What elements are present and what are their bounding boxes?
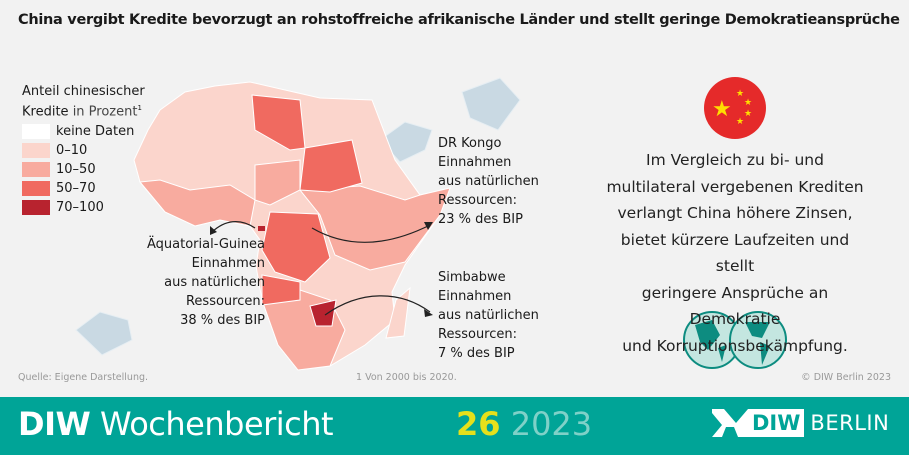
copyright: © DIW Berlin 2023 xyxy=(801,372,891,383)
region-sudan xyxy=(299,139,363,193)
issue: 26 xyxy=(456,405,501,443)
diw-logo-icon xyxy=(712,409,748,437)
annotation-line: Ressourcen: xyxy=(438,193,518,208)
logo-diw: DIW xyxy=(748,409,805,437)
annotation-value: 38 % des BIP xyxy=(180,313,265,328)
annotation-line: aus natürlichen xyxy=(164,275,265,290)
globe-icon xyxy=(683,311,787,369)
legend-swatch xyxy=(22,143,50,158)
legend-swatch xyxy=(22,124,50,139)
footnote: 1 Von 2000 bis 2020. xyxy=(356,372,457,383)
madagascar xyxy=(385,286,411,339)
legend-item: keine Daten xyxy=(22,124,134,139)
annotation-line: Einnahmen xyxy=(438,289,512,304)
legend-label: 0–10 xyxy=(56,143,88,158)
legend-swatch xyxy=(22,181,50,196)
legend-label: 10–50 xyxy=(56,162,96,177)
legend-title-line2: Kredite xyxy=(22,104,69,120)
legend-title: Anteil chinesischer Kredite in Prozent1 xyxy=(22,83,145,120)
arrowhead-icon xyxy=(210,222,433,317)
annotation-line: aus natürlichen xyxy=(438,308,539,323)
diw-logo: DIW BERLIN xyxy=(712,409,889,437)
legend-item: 0–10 xyxy=(22,143,87,158)
legend-swatch xyxy=(22,200,50,215)
annotation-line: Einnahmen xyxy=(191,256,265,271)
region-libya xyxy=(251,94,306,151)
country-name: Simbabwe xyxy=(438,270,506,285)
text-line: bietet kürzere Laufzeiten und stellt xyxy=(620,230,850,276)
region-dr-congo xyxy=(261,211,331,283)
year: 2023 xyxy=(510,405,593,443)
svg-text:★: ★ xyxy=(736,117,744,127)
annotation-line: aus natürlichen xyxy=(438,174,539,189)
legend-item: 10–50 xyxy=(22,162,96,177)
svg-text:★: ★ xyxy=(712,97,732,122)
arrow-icon xyxy=(211,221,431,316)
region-10-50 xyxy=(254,159,301,206)
annotation-value: 7 % des BIP xyxy=(438,346,515,361)
source-note: Quelle: Eigene Darstellung. xyxy=(18,372,149,383)
china-flag-icon: ★ ★ ★ ★ ★ xyxy=(704,77,766,139)
text-line: geringere Ansprüche an Demokratie xyxy=(641,283,829,329)
text-line: multilateral vergebenen Krediten xyxy=(606,177,864,196)
annotation-zimbabwe: Simbabwe Einnahmen aus natürlichen Resso… xyxy=(438,268,539,363)
text-line: verlangt China höhere Zinsen, xyxy=(617,204,853,222)
region-10-50 xyxy=(299,185,451,271)
legend-unit: in Prozent xyxy=(72,104,138,120)
region-angola xyxy=(261,274,301,306)
legend-footnote-mark: 1 xyxy=(137,104,142,112)
china-description: Im Vergleich zu bi- und multilateral ver… xyxy=(600,147,870,359)
country-name: Äquatorial-Guinea xyxy=(146,237,265,252)
annotation-line: Einnahmen xyxy=(438,155,512,170)
annotation-line: Ressourcen: xyxy=(185,294,265,309)
legend-swatch xyxy=(22,162,50,177)
svg-text:★: ★ xyxy=(736,89,744,99)
region-10-50 xyxy=(139,179,256,227)
legend-item: 70–100 xyxy=(22,200,104,215)
svg-text:★: ★ xyxy=(744,109,752,119)
region-zimbabwe xyxy=(309,299,337,327)
annotation-line: Ressourcen: xyxy=(438,327,518,342)
text-line: Im Vergleich zu bi- und xyxy=(646,151,824,169)
publication-name: DIW Wochenbericht xyxy=(18,405,334,443)
diamond-icon xyxy=(75,77,521,356)
legend-label: keine Daten xyxy=(56,124,135,139)
legend-item: 50–70 xyxy=(22,181,96,196)
annotation-value: 23 % des BIP xyxy=(438,212,523,227)
logo-berlin: BERLIN xyxy=(810,411,890,435)
region-eq-guinea xyxy=(258,226,265,231)
country-name: DR Kongo xyxy=(438,136,502,151)
annotation-dr-congo: DR Kongo Einnahmen aus natürlichen Resso… xyxy=(438,134,539,229)
brand-bold: DIW xyxy=(18,405,91,443)
issue-number: 26 2023 xyxy=(456,405,592,443)
footer-bar: DIW Wochenbericht 26 2023 DIW BERLIN xyxy=(0,397,909,455)
legend-label: 70–100 xyxy=(56,200,104,215)
brand-rest: Wochenbericht xyxy=(99,405,334,443)
page-title: China vergibt Kredite bevorzugt an rohst… xyxy=(18,12,900,28)
svg-text:★: ★ xyxy=(744,98,752,108)
text-line: und Korruptionsbekämpfung. xyxy=(622,336,848,355)
africa-map: ★ ★ ★ ★ ★ xyxy=(75,77,787,371)
annotation-eq-guinea: Äquatorial-Guinea Einnahmen aus natürlic… xyxy=(100,235,265,330)
legend-label: 50–70 xyxy=(56,181,96,196)
legend-title-line1: Anteil chinesischer xyxy=(22,84,145,99)
